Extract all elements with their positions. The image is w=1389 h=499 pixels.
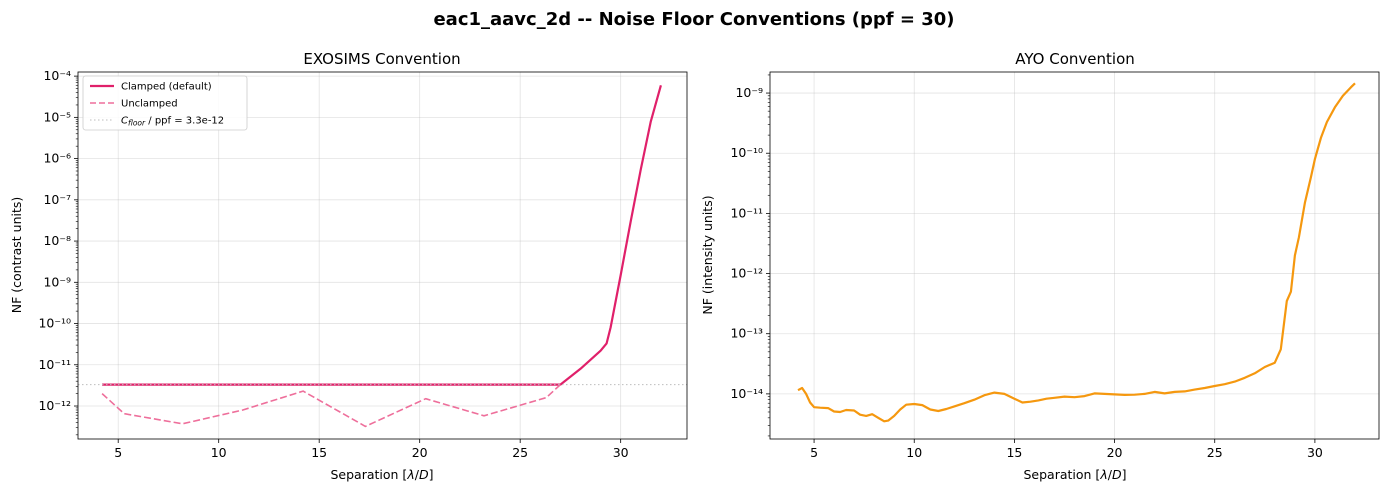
panel-title: EXOSIMS Convention	[303, 50, 460, 68]
y-tick-label: 10⁻¹³	[730, 326, 763, 341]
x-tick-label: 15	[1006, 445, 1022, 460]
x-axis-label: Separation [λ/D]	[1024, 467, 1127, 482]
y-tick-label: 10⁻⁹	[43, 274, 71, 289]
y-tick-label: 10⁻¹¹	[38, 357, 71, 372]
y-axis-label: NF (intensity units)	[700, 195, 715, 314]
x-tick-label: 30	[613, 445, 629, 460]
x-tick-label: 10	[906, 445, 922, 460]
x-tick-label: 10	[211, 445, 227, 460]
x-tick-label: 20	[412, 445, 428, 460]
grid	[770, 72, 1379, 439]
x-axis-label: Separation [λ/D]	[331, 467, 434, 482]
legend: Clamped (default) Unclamped Cfloor / ppf =…	[82, 75, 248, 131]
y-tick-label: 10⁻¹²	[730, 266, 763, 281]
grid	[78, 72, 687, 439]
x-tick-label: 20	[1107, 445, 1123, 460]
y-tick-label: 10⁻¹¹	[730, 205, 763, 220]
series-layer	[797, 82, 1356, 423]
series-line-unclamped	[101, 384, 561, 428]
x-tick-label: 5	[810, 445, 818, 460]
y-tick-label: 10⁻⁸	[43, 233, 71, 248]
plot-frame	[77, 71, 688, 440]
y-tick-label: 10⁻¹⁰	[730, 145, 763, 160]
y-axis-label: NF (contrast units)	[9, 197, 24, 314]
x-tick-label: 15	[311, 445, 327, 460]
panel-ayo: AYO Convention Separation [λ/D] NF (inte…	[700, 50, 1380, 482]
x-tick-label: 5	[114, 445, 122, 460]
y-tick-label: 10⁻⁷	[43, 192, 71, 207]
y-tick-label: 10⁻⁵	[43, 109, 71, 124]
panel-exosims: EXOSIMS Convention Separation [λ/D] NF (…	[9, 50, 688, 482]
x-tick-label: 30	[1307, 445, 1323, 460]
series-line-clamped-default	[102, 85, 662, 386]
y-tick-label: 10⁻¹⁴	[730, 386, 763, 401]
legend-label: Cfloor / ppf = 3.3e-12	[121, 116, 224, 128]
y-tick-label: 10⁻⁶	[43, 151, 71, 166]
y-tick-label: 10⁻¹⁰	[38, 316, 71, 331]
x-tick-label: 25	[1207, 445, 1223, 460]
legend-label: Clamped (default)	[121, 82, 212, 93]
plot-frame	[769, 71, 1380, 440]
figure-title: eac1_aavc_2d -- Noise Floor Conventions …	[433, 9, 954, 30]
series-layer	[78, 85, 687, 428]
y-tick-label: 10⁻⁹	[735, 85, 763, 100]
series-line-series	[797, 82, 1356, 423]
legend-box	[82, 75, 248, 131]
y-tick-label: 10⁻¹²	[38, 398, 71, 413]
ticks: 5 10 15 20 25 30 10⁻¹⁴ 10⁻¹³ 10⁻¹² 10⁻¹¹ 10⁻¹⁰ 10⁻⁹	[730, 74, 1323, 460]
ticks: 5 10 15 20 25 30 10⁻¹² 10⁻¹¹ 10⁻¹⁰ 10⁻⁹ 10⁻⁸ 10⁻⁷ 10…	[38, 68, 628, 460]
y-tick-label: 10⁻⁴	[43, 68, 71, 83]
panel-title: AYO Convention	[1015, 50, 1135, 68]
legend-label: Unclamped	[121, 99, 178, 110]
x-tick-label: 25	[512, 445, 528, 460]
